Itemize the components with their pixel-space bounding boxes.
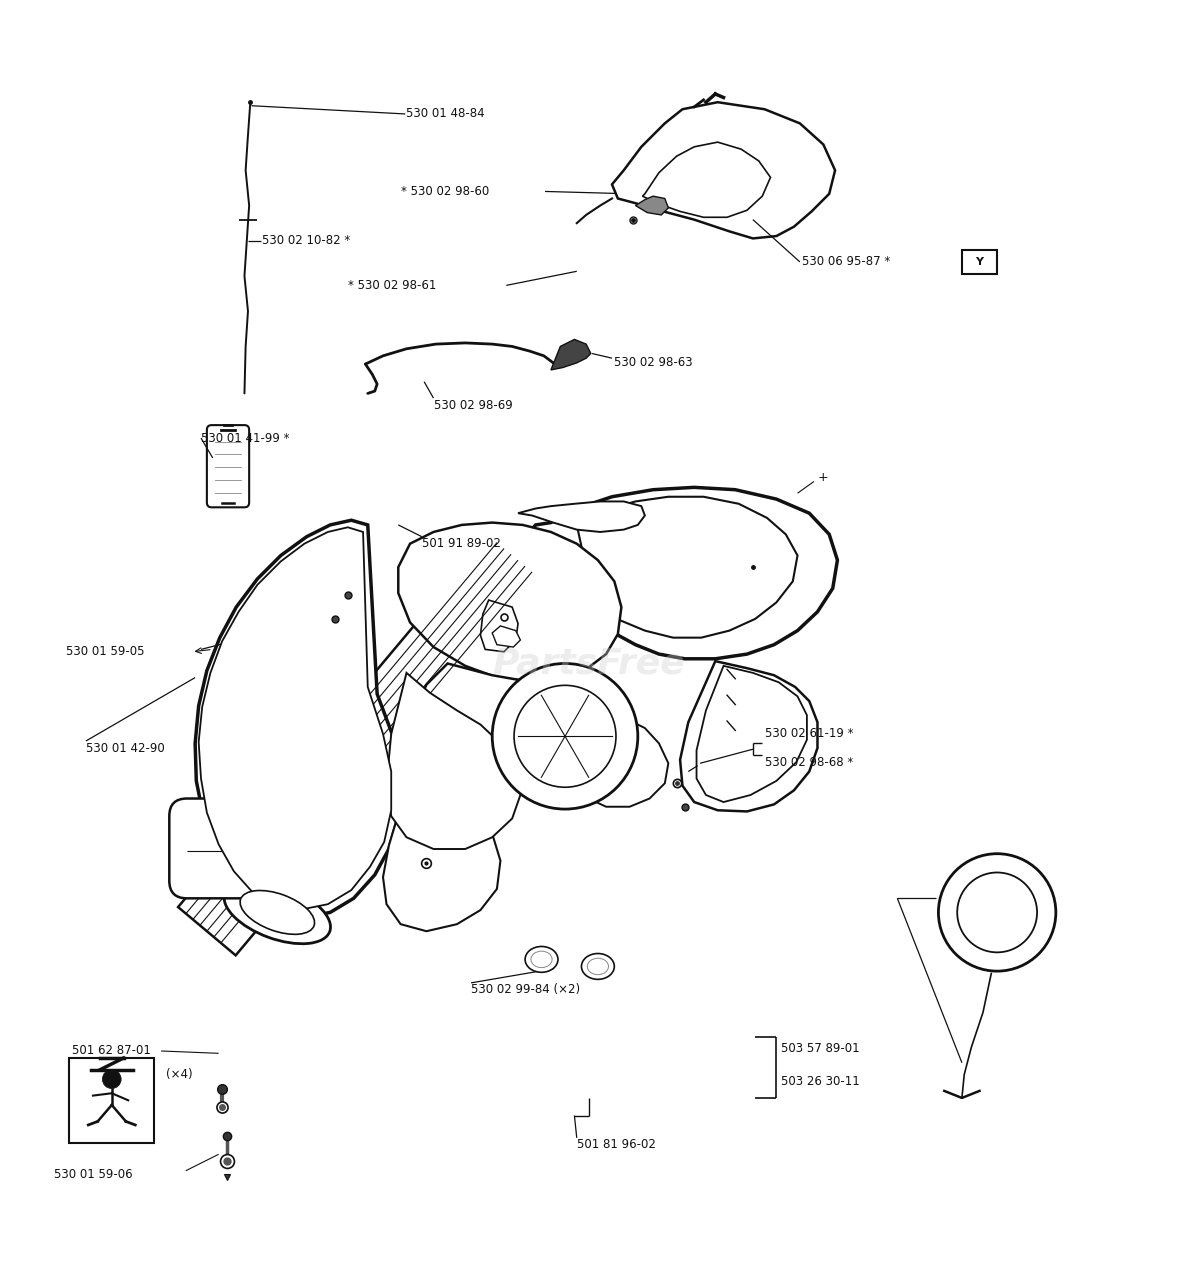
Polygon shape [383, 772, 500, 932]
Polygon shape [414, 663, 603, 774]
Circle shape [102, 1070, 121, 1088]
Polygon shape [178, 536, 547, 955]
Polygon shape [492, 626, 520, 648]
Text: +: + [818, 471, 829, 484]
Polygon shape [527, 488, 837, 659]
Ellipse shape [525, 946, 558, 973]
Polygon shape [199, 527, 391, 909]
Polygon shape [518, 502, 645, 532]
Text: 530 01 59-05: 530 01 59-05 [66, 645, 145, 658]
Ellipse shape [581, 954, 614, 979]
Polygon shape [480, 600, 518, 652]
Ellipse shape [531, 951, 552, 968]
Circle shape [492, 663, 638, 809]
Text: Y: Y [976, 257, 984, 268]
Text: 530 06 95-87 *: 530 06 95-87 * [803, 256, 891, 269]
Polygon shape [577, 497, 798, 637]
Text: 530 01 41-99 *: 530 01 41-99 * [201, 431, 290, 444]
Ellipse shape [587, 959, 609, 974]
Circle shape [957, 873, 1037, 952]
Ellipse shape [224, 881, 331, 943]
Polygon shape [697, 666, 807, 803]
Text: 530 02 98-69: 530 02 98-69 [433, 398, 512, 412]
Text: 530 01 59-06: 530 01 59-06 [54, 1167, 133, 1180]
Polygon shape [551, 339, 591, 370]
Circle shape [938, 854, 1056, 972]
Text: (×4): (×4) [166, 1068, 192, 1082]
Text: 501 81 96-02: 501 81 96-02 [577, 1138, 656, 1152]
Polygon shape [612, 102, 836, 238]
Text: 530 01 48-84: 530 01 48-84 [406, 108, 485, 120]
Bar [69, 1059, 154, 1143]
Text: 503 57 89-01: 503 57 89-01 [782, 1042, 859, 1055]
Circle shape [514, 685, 616, 787]
Text: 530 02 98-68 *: 530 02 98-68 * [765, 755, 853, 768]
Polygon shape [579, 710, 669, 806]
Ellipse shape [240, 891, 314, 934]
Text: 501 62 87-01: 501 62 87-01 [72, 1044, 151, 1057]
Bar [962, 250, 997, 274]
Polygon shape [636, 196, 669, 215]
Polygon shape [195, 520, 400, 916]
Text: PartsFree: PartsFree [492, 646, 685, 681]
Polygon shape [680, 662, 818, 812]
Text: 530 02 99-84 (×2): 530 02 99-84 (×2) [471, 983, 580, 996]
FancyBboxPatch shape [169, 799, 327, 899]
Polygon shape [643, 142, 771, 218]
Polygon shape [386, 673, 520, 849]
Text: * 530 02 98-61: * 530 02 98-61 [347, 279, 437, 292]
Text: 503 26 30-11: 503 26 30-11 [782, 1075, 860, 1088]
Polygon shape [398, 522, 621, 681]
FancyBboxPatch shape [207, 425, 250, 507]
Text: 530 01 42-90: 530 01 42-90 [86, 741, 165, 754]
Text: * 530 02 98-60: * 530 02 98-60 [400, 184, 488, 198]
Text: 530 02 10-82 *: 530 02 10-82 * [262, 234, 351, 247]
Text: 530 02 61-19 *: 530 02 61-19 * [765, 727, 853, 740]
Text: 530 02 98-63: 530 02 98-63 [614, 356, 693, 370]
Text: 501 91 89-02: 501 91 89-02 [421, 538, 500, 550]
